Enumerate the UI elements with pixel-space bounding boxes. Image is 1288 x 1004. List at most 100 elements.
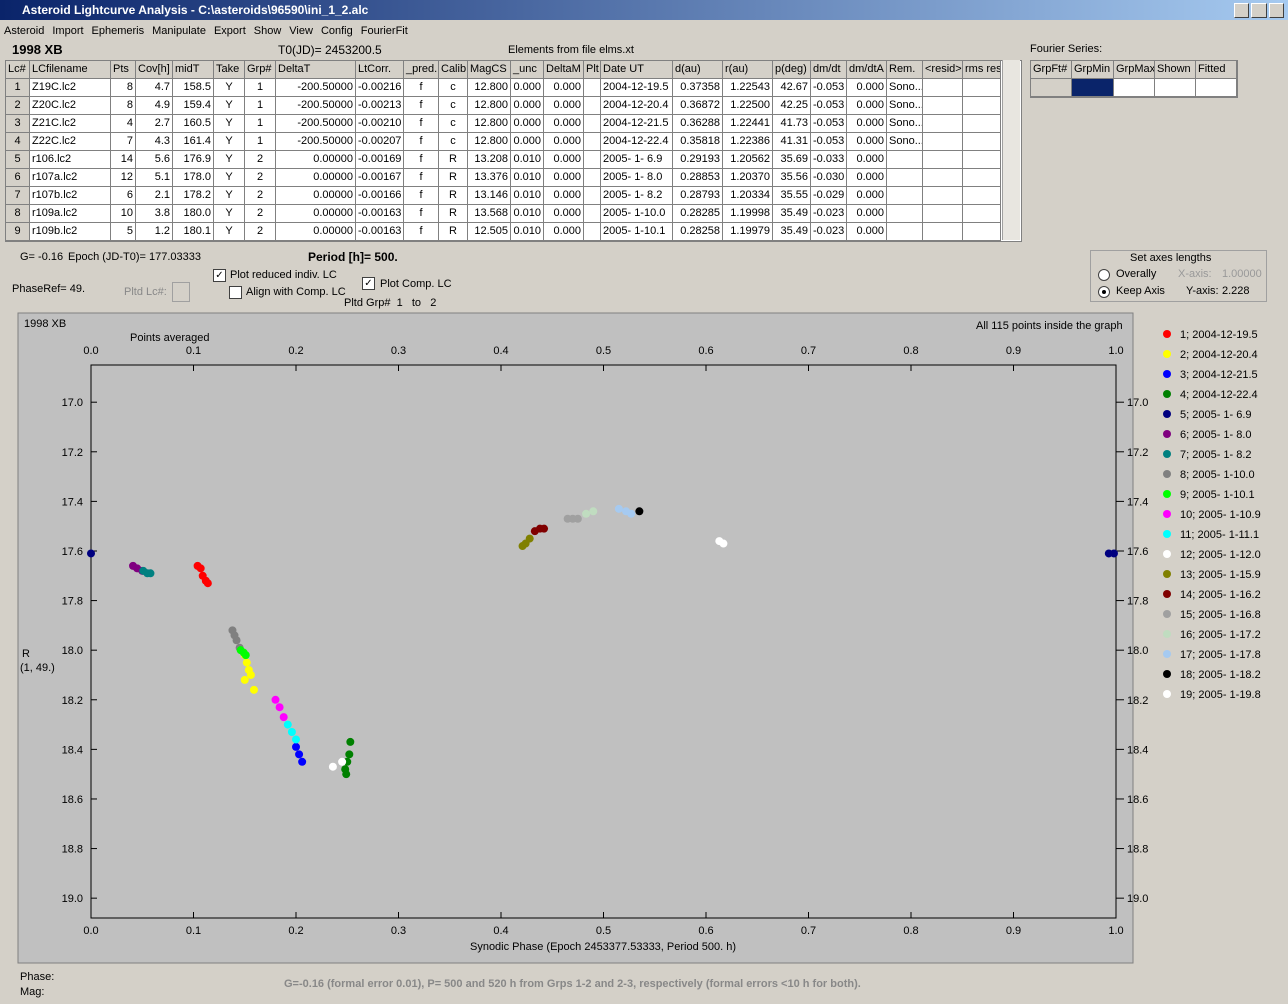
table-cell: 0.000 [544,151,584,169]
checkbox[interactable]: ✓ [362,277,375,290]
data-point [582,509,591,518]
checkbox[interactable]: ✓ [213,269,226,282]
legend-marker [1163,530,1171,538]
table-cell: 0.010 [511,205,544,223]
data-point [295,750,304,759]
menu-item[interactable]: View [289,25,313,37]
menu-item[interactable]: Import [52,25,84,37]
table-cell [1114,79,1155,97]
table-cell: 0.00000 [276,205,356,223]
legend-label: 17; 2005- 1-17.8 [1180,649,1261,661]
radio[interactable] [1098,269,1110,281]
table-cell: 0.000 [511,79,544,97]
row-header: 7 [6,187,30,205]
legend-marker [1163,610,1171,618]
table-cell: -0.00169 [356,151,404,169]
table-cell: 2005- 1-10.0 [601,205,673,223]
table-cell [923,223,963,241]
table-cell: 0.000 [847,115,887,133]
checkbox[interactable] [229,286,242,299]
table-cell: 2005- 1- 6.9 [601,151,673,169]
table-cell: 0.000 [511,97,544,115]
column-header: Grp# [245,61,276,79]
legend-label: 11; 2005- 1-11.1 [1180,529,1259,541]
table-cell: 8 [111,79,136,97]
radio[interactable] [1098,286,1110,298]
table-cell: r107b.lc2 [30,187,111,205]
table-cell: 0.28793 [673,187,723,205]
column-header: Take [214,61,245,79]
pltd-lc-label: Pltd Lc#: [124,286,167,298]
row-header: 3 [6,115,30,133]
table-cell [963,187,1001,205]
table-cell: 6 [111,187,136,205]
plot-reduced-label: Plot reduced indiv. LC [230,269,337,281]
table-cell: 0.000 [544,223,584,241]
x-tick-label: 0.7 [801,345,816,357]
table-cell: 14 [111,151,136,169]
table-cell: 160.5 [173,115,214,133]
x-tick-label: 0.4 [493,925,508,937]
x-tick-label: 1.0 [1108,925,1123,937]
menu-item[interactable]: FourierFit [360,25,408,37]
y-tick-label: 18.2 [62,695,83,707]
table-cell: 5 [111,223,136,241]
table-cell: 0.36872 [673,97,723,115]
table-cell: 0.000 [847,133,887,151]
table-cell: 0.28258 [673,223,723,241]
menu-item[interactable]: Ephemeris [91,25,145,37]
legend-label: 12; 2005- 1-12.0 [1180,549,1261,561]
data-point [232,636,241,645]
spin-button[interactable] [172,282,190,302]
menu-item[interactable]: Asteroid [4,25,45,37]
table-cell [887,151,923,169]
scrollbar[interactable] [1002,60,1020,240]
epoch-label: Epoch (JD-T0)= 177.03333 [68,251,201,263]
column-header: Rem. [887,61,923,79]
row-header: 5 [6,151,30,169]
column-header: Cov[h] [136,61,173,79]
table-cell: R [439,151,468,169]
table-cell: 0.000 [847,79,887,97]
table-cell: -0.023 [811,223,847,241]
menu-item[interactable]: Export [213,25,246,37]
table-cell: 1 [245,115,276,133]
table-cell: 1.20370 [723,169,773,187]
table-cell [963,205,1001,223]
data-point [87,549,95,558]
x-tick-label: 0.9 [1006,345,1021,357]
table-cell [963,151,1001,169]
x-tick-label: 0.6 [698,345,713,357]
table-cell [584,187,601,205]
table-cell [887,205,923,223]
column-header: <resid> [923,61,963,79]
table-cell [887,223,923,241]
table-cell: 0.010 [511,187,544,205]
data-point [614,504,623,513]
table-cell [584,115,601,133]
menu-item[interactable]: Show [253,25,282,37]
window-buttons[interactable] [1234,3,1284,18]
table-cell [584,169,601,187]
table-cell: 0.000 [847,223,887,241]
table-cell [923,151,963,169]
table-cell [584,151,601,169]
table-cell: 0.00000 [276,223,356,241]
x-tick-label: 0.2 [288,925,303,937]
table-cell: 0.010 [511,151,544,169]
menu-item[interactable]: Manipulate [152,25,206,37]
menu-item[interactable]: Config [320,25,353,37]
table-cell: 0.28285 [673,205,723,223]
table-cell: -0.00207 [356,133,404,151]
column-header: _unc [511,61,544,79]
table-cell: Y [214,151,245,169]
table-cell: Y [214,223,245,241]
table-cell: 35.49 [773,205,811,223]
table-cell: 0.00000 [276,169,356,187]
table-cell: 2004-12-22.4 [601,133,673,151]
legend-marker [1163,690,1171,698]
table-cell: 0.000 [511,115,544,133]
row-header: 4 [6,133,30,151]
